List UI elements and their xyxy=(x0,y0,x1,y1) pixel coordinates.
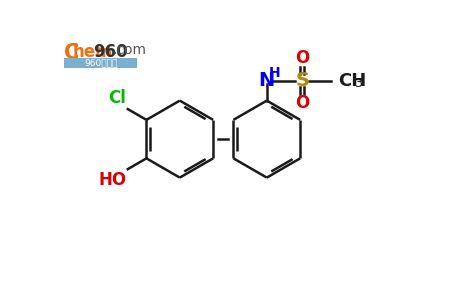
Text: 960: 960 xyxy=(93,43,128,61)
Text: O: O xyxy=(295,49,310,67)
Text: N: N xyxy=(259,71,275,90)
Text: HO: HO xyxy=(98,171,126,190)
Text: O: O xyxy=(295,94,310,112)
Text: CH: CH xyxy=(337,71,366,90)
Text: 960化工网: 960化工网 xyxy=(84,59,118,68)
Text: hem: hem xyxy=(73,43,113,61)
Text: S: S xyxy=(295,71,309,90)
Text: Cl: Cl xyxy=(109,89,126,107)
Text: H: H xyxy=(268,66,280,80)
Text: C: C xyxy=(64,43,80,63)
Text: 3: 3 xyxy=(355,77,363,90)
Text: .com: .com xyxy=(112,43,146,57)
FancyBboxPatch shape xyxy=(64,58,137,68)
